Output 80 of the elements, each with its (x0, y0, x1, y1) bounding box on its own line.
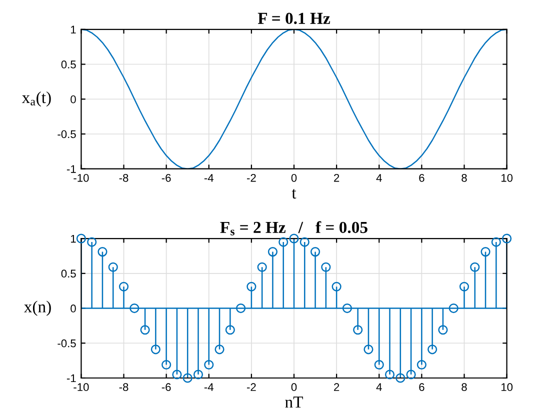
point (448, 303, 458, 314)
point (438, 325, 448, 335)
point (459, 282, 470, 292)
point (353, 325, 363, 335)
y-axis-title: x$_{a}$(t) (22, 91, 51, 107)
x-tick-label: 2 (334, 174, 340, 182)
y-tick-label: 0.5 (61, 60, 76, 68)
x-tick-label: -10 (74, 383, 89, 392)
point (76, 234, 86, 244)
line-series (81, 29, 507, 169)
point (300, 237, 310, 247)
point (193, 370, 204, 380)
point (257, 262, 267, 272)
point (491, 237, 501, 247)
x-tick-label: -8 (119, 174, 128, 182)
point (98, 247, 108, 257)
point (470, 262, 480, 272)
x-tick-label: 0 (291, 174, 297, 182)
point (416, 360, 426, 370)
y-tick-label: -0.5 (58, 130, 76, 138)
x-axis-title: t (292, 189, 296, 199)
y-tick-label: 1 (71, 234, 76, 243)
point (108, 262, 118, 272)
point (384, 370, 395, 380)
x-tick-label: 10 (501, 174, 513, 182)
y-tick-label: 1 (71, 26, 76, 34)
point (396, 373, 406, 383)
point (321, 262, 331, 272)
y-tick-label: 0 (70, 304, 76, 312)
point (118, 282, 129, 292)
point (480, 247, 490, 257)
point (150, 344, 160, 354)
point (204, 360, 214, 370)
point (130, 303, 140, 314)
point (289, 234, 299, 244)
x-tick-label: 4 (376, 383, 382, 391)
x-tick-label: 4 (376, 174, 382, 182)
chart-title: F$_{s}$ = 2 Hz / f = 0.05 (220, 221, 368, 236)
x-tick-label: 8 (462, 174, 467, 182)
y-tick-label: -1 (66, 374, 76, 382)
x-tick-label: 0 (291, 383, 297, 392)
point (364, 344, 374, 354)
point (214, 344, 224, 354)
point (342, 303, 352, 314)
point (332, 282, 342, 292)
chart-title: F = 0.1 Hz (258, 12, 330, 24)
point (246, 282, 256, 292)
point (172, 370, 182, 380)
point (225, 325, 235, 335)
x-tick-label: -6 (162, 383, 171, 392)
point (162, 360, 172, 370)
x-tick-label: -4 (204, 383, 214, 391)
x-tick-label: -6 (162, 174, 171, 182)
x-tick-label: 2 (334, 383, 340, 391)
point (406, 370, 416, 380)
point (268, 247, 278, 257)
x-tick-label: 8 (462, 383, 467, 392)
x-tick-label: -2 (246, 174, 256, 182)
x-axis-title: nT (285, 396, 303, 408)
y-tick-label: -1 (66, 165, 76, 173)
x-tick-label: -2 (246, 383, 256, 391)
y-tick-label: 0 (70, 95, 76, 104)
point (374, 360, 384, 370)
y-tick-label: -0.5 (58, 339, 76, 348)
point (87, 237, 97, 247)
x-tick-label: -8 (119, 383, 128, 392)
x-tick-label: -4 (204, 174, 214, 182)
y-tick-label: 0.5 (61, 270, 76, 278)
x-tick-label: 10 (501, 383, 513, 392)
point (236, 303, 246, 314)
point (310, 247, 320, 257)
x-tick-label: -10 (74, 174, 89, 182)
point (428, 344, 438, 354)
x-tick-label: 6 (419, 174, 424, 182)
point (502, 234, 512, 244)
point (140, 325, 150, 335)
x-tick-label: 6 (419, 383, 424, 392)
point (278, 237, 288, 247)
point (182, 373, 192, 383)
y-axis-title: x(n) (24, 300, 51, 316)
